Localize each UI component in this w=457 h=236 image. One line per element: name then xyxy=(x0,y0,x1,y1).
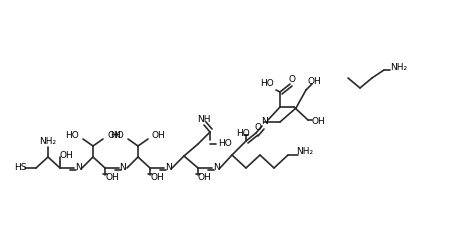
Text: NH₂: NH₂ xyxy=(296,148,313,156)
Text: OH: OH xyxy=(105,173,119,182)
Text: OH: OH xyxy=(152,131,166,139)
Text: NH₂: NH₂ xyxy=(390,63,407,72)
Text: NH: NH xyxy=(197,115,211,125)
Text: HO: HO xyxy=(236,128,250,138)
Text: HO: HO xyxy=(65,131,79,139)
Text: OH: OH xyxy=(150,173,164,182)
Text: HO: HO xyxy=(218,139,232,148)
Text: OH: OH xyxy=(197,173,211,182)
Text: N: N xyxy=(120,164,127,173)
Text: OH: OH xyxy=(107,131,121,139)
Text: N: N xyxy=(213,164,219,173)
Text: OH: OH xyxy=(308,77,322,87)
Text: N: N xyxy=(260,118,267,126)
Text: O: O xyxy=(255,123,261,132)
Text: OH: OH xyxy=(59,152,73,160)
Text: N: N xyxy=(74,164,81,173)
Text: HO: HO xyxy=(260,80,274,88)
Text: HO: HO xyxy=(110,131,124,139)
Text: OH: OH xyxy=(312,118,326,126)
Text: O: O xyxy=(288,76,296,84)
Text: HS: HS xyxy=(14,164,27,173)
Text: NH₂: NH₂ xyxy=(39,136,57,146)
Text: N: N xyxy=(165,164,171,173)
